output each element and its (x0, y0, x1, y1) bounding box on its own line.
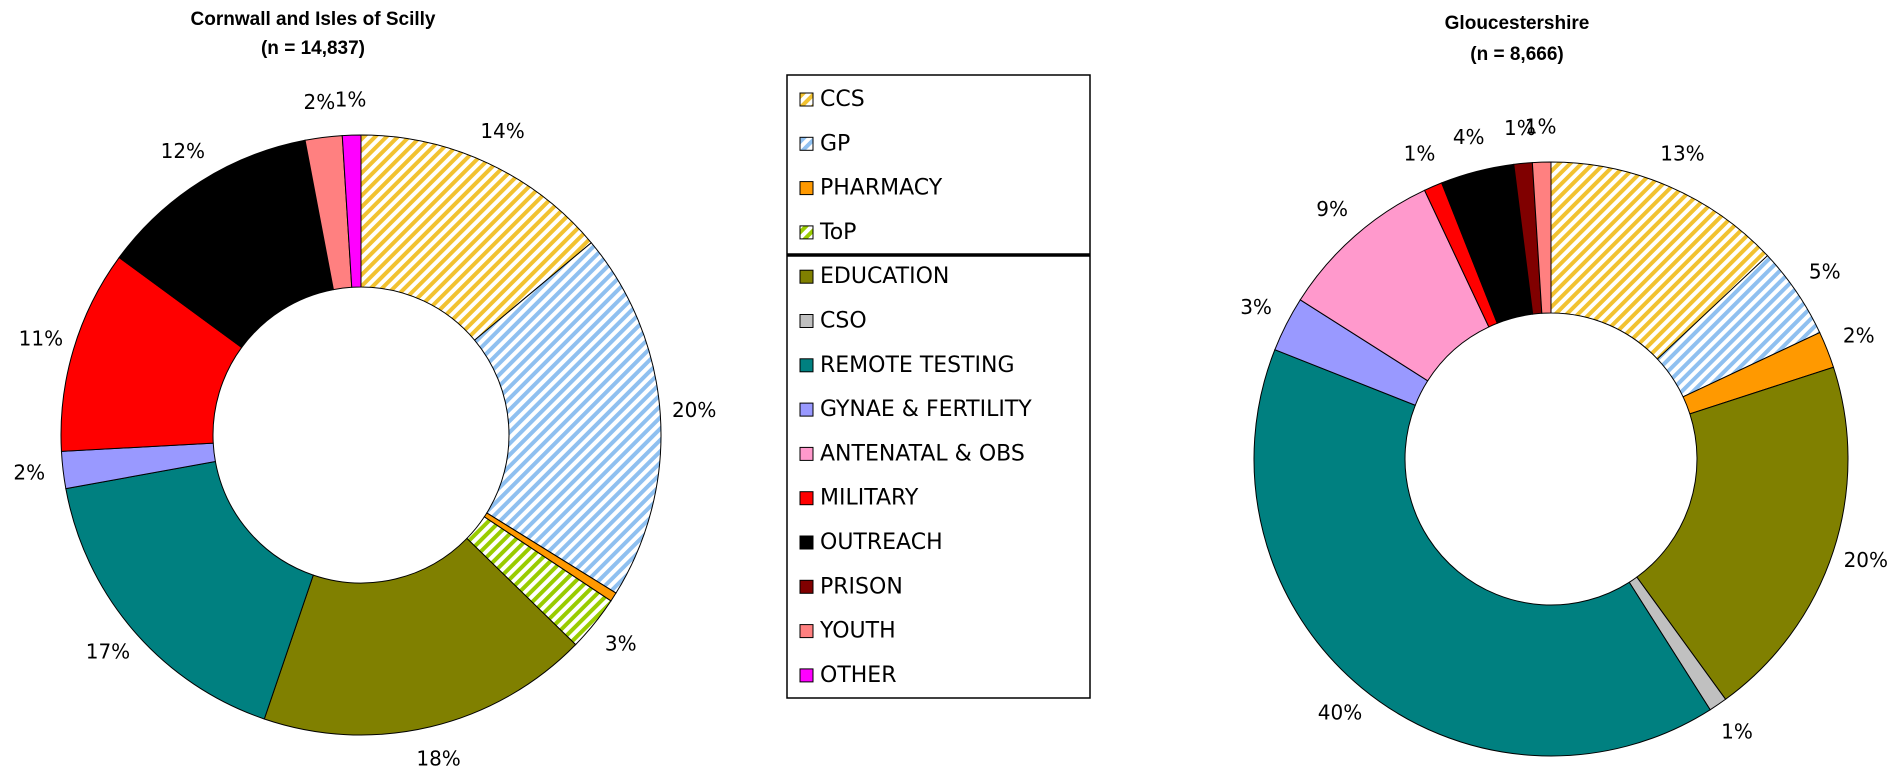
legend-swatch (799, 402, 814, 417)
legend-swatch (799, 358, 814, 373)
chart-title: Gloucestershire (1445, 13, 1590, 34)
value-label: 2% (1843, 324, 1875, 348)
legend-swatch (799, 269, 814, 284)
value-label: 20% (672, 398, 716, 422)
legend-label: MILITARY (820, 486, 919, 511)
value-label: 20% (1844, 548, 1888, 572)
legend-label: CSO (820, 309, 867, 334)
legend-label: ANTENATAL & OBS (820, 441, 1025, 466)
value-label: 2% (13, 461, 45, 485)
legend-swatch (799, 314, 814, 328)
value-label: 4% (1453, 125, 1485, 149)
legend-label: REMOTE TESTING (820, 353, 1015, 378)
chart-subtitle: (n = 14,837) (261, 38, 365, 59)
value-label: 1% (1404, 142, 1436, 166)
value-label: 1% (1504, 116, 1536, 140)
value-label: 1% (1721, 719, 1753, 743)
donut-slice (1636, 366, 1849, 700)
value-label: 14% (480, 119, 524, 143)
legend-swatch (799, 579, 814, 594)
legend-label: ToP (819, 220, 856, 245)
legend-label: GYNAE & FERTILITY (820, 397, 1032, 422)
legend-label: PHARMACY (820, 176, 943, 201)
chart-title: Cornwall and Isles of Scilly (191, 9, 436, 30)
value-label: 3% (1240, 295, 1272, 319)
legend-label: PRISON (820, 574, 903, 599)
donut-slice (360, 134, 593, 341)
value-label: 11% (19, 326, 63, 350)
legend-label: OUTREACH (820, 530, 943, 555)
chart-subtitle: (n = 8,666) (1470, 44, 1563, 65)
value-label: 2% (303, 90, 335, 114)
legend-swatch (799, 491, 814, 506)
legend-swatch (799, 446, 814, 461)
donut-slice (65, 460, 314, 720)
value-label: 5% (1809, 259, 1841, 283)
legend-swatch (799, 92, 814, 107)
donut-slice (1531, 161, 1552, 314)
donut-slice (473, 242, 662, 594)
value-label: 1% (335, 88, 367, 112)
legend-label: EDUCATION (820, 264, 949, 289)
value-label: 9% (1316, 197, 1348, 221)
legend-swatch (799, 136, 814, 151)
value-label: 17% (86, 640, 130, 664)
donut-slice (1550, 161, 1769, 360)
legend-label: CCS (820, 87, 865, 112)
legend-label: OTHER (820, 663, 896, 688)
legend-label: GP (820, 131, 850, 156)
legend-swatch (799, 535, 814, 550)
legend-box (786, 74, 1091, 699)
donut-slice (1253, 349, 1711, 757)
value-label: 18% (416, 746, 460, 770)
donut-slice (118, 139, 334, 349)
legend-swatch (799, 668, 814, 683)
legend-swatch (799, 624, 814, 639)
donut-slice (341, 134, 362, 288)
legend-swatch (799, 225, 814, 240)
value-label: 1% (1525, 115, 1557, 139)
donut-slice (263, 537, 577, 736)
legend-label: YOUTH (819, 619, 896, 644)
value-label: 3% (605, 631, 637, 655)
value-label: 13% (1660, 142, 1704, 166)
value-label: 12% (161, 139, 205, 163)
legend-swatch (799, 181, 814, 196)
value-label: 40% (1318, 701, 1362, 725)
